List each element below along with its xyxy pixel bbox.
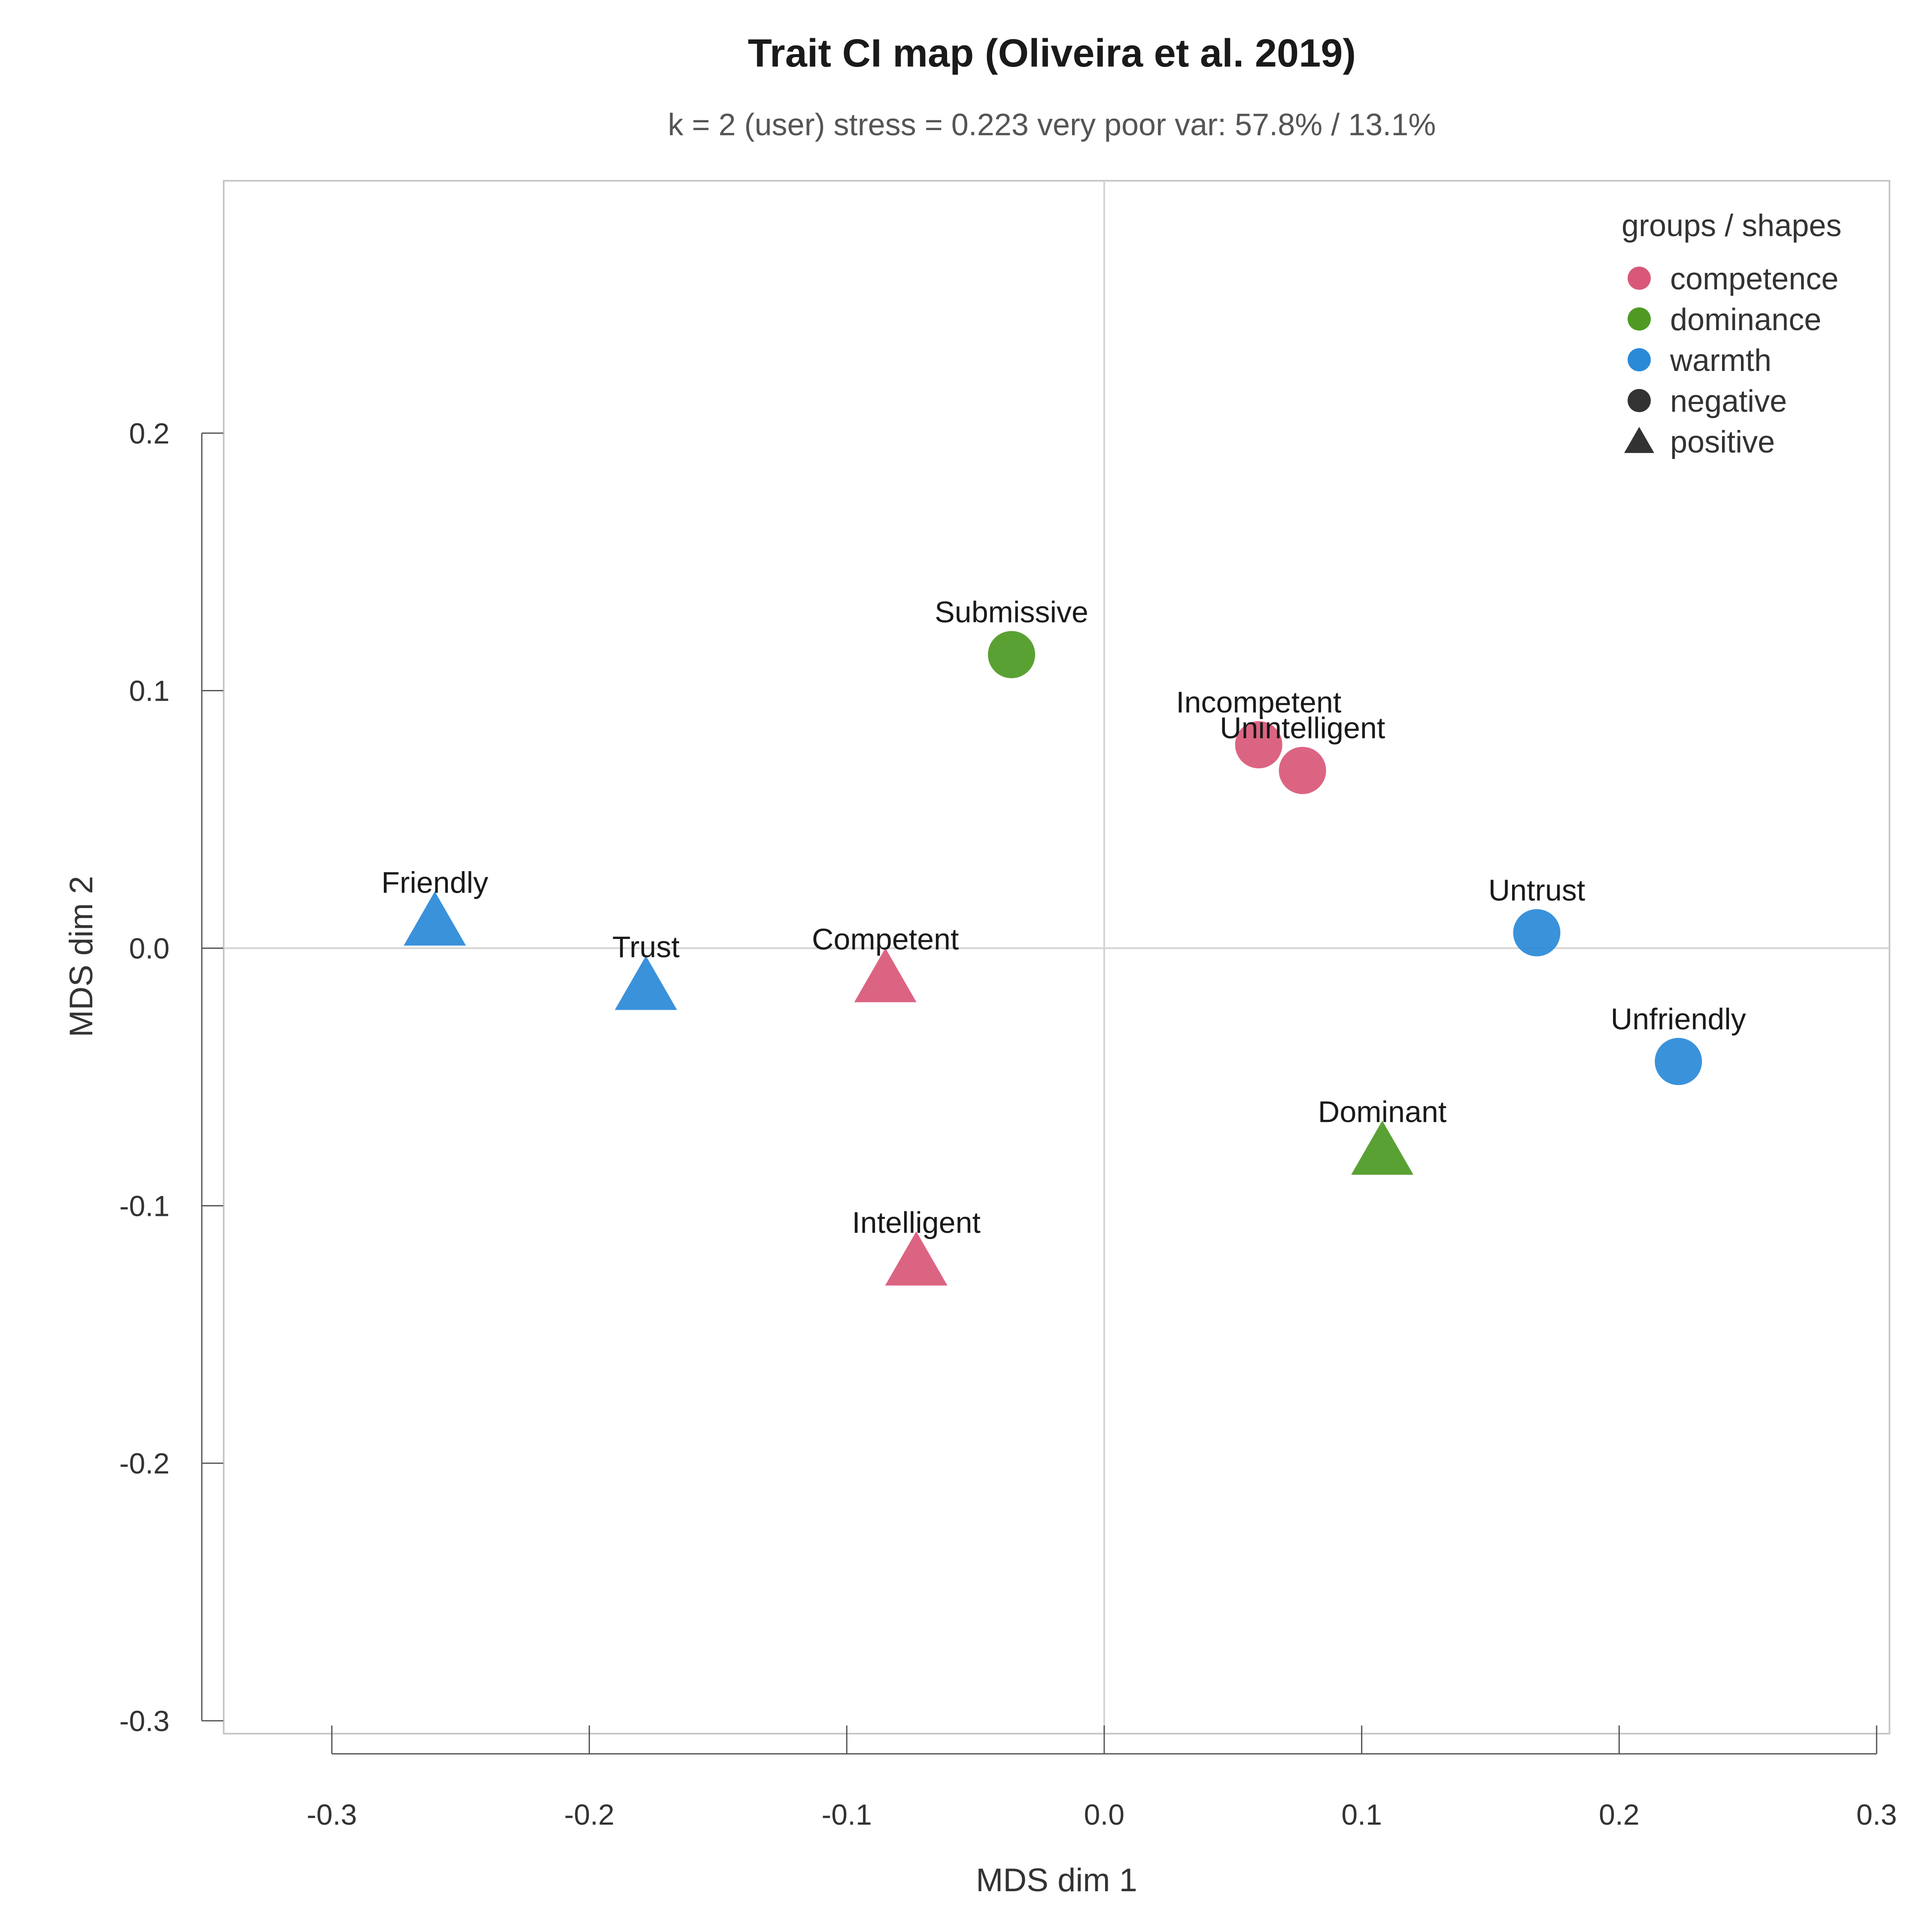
point-marker-dominant bbox=[1351, 1121, 1414, 1175]
point-label-submissive: Submissive bbox=[935, 595, 1088, 629]
x-tick-label: -0.3 bbox=[307, 1798, 357, 1831]
legend-label-dominance: dominance bbox=[1670, 303, 1821, 337]
legend-items: competence dominance warmth negative positiv… bbox=[1624, 262, 1838, 459]
point-label-intelligent: Intelligent bbox=[852, 1206, 981, 1239]
legend-title: groups / shapes bbox=[1622, 209, 1841, 243]
point-label-competent: Competent bbox=[812, 922, 959, 956]
legend-key-positive bbox=[1624, 427, 1654, 453]
y-tick-label: 0.2 bbox=[129, 417, 170, 450]
point-marker-trust bbox=[614, 956, 677, 1010]
point-marker-competent bbox=[854, 948, 917, 1002]
legend-key-dominance bbox=[1628, 307, 1651, 331]
legend-key-competence bbox=[1628, 267, 1651, 290]
point-label-friendly: Friendly bbox=[381, 866, 488, 899]
x-tick-label: -0.1 bbox=[822, 1798, 872, 1831]
point-label-unintelligent: Unintelligent bbox=[1220, 711, 1385, 745]
point-label-trust: Trust bbox=[612, 930, 680, 963]
point-marker-submissive bbox=[988, 631, 1036, 678]
x-tick-label: 0.2 bbox=[1599, 1798, 1640, 1831]
y-axis-label: MDS dim 2 bbox=[63, 876, 100, 1037]
y-tick-label: -0.3 bbox=[119, 1705, 170, 1738]
point-marker-unintelligent bbox=[1279, 747, 1326, 794]
x-tick-label: 0.3 bbox=[1856, 1798, 1897, 1831]
x-axis: -0.3 -0.2 -0.1 0.0 0.1 0.2 0.3 bbox=[307, 1725, 1897, 1831]
x-axis-label: MDS dim 1 bbox=[976, 1862, 1137, 1899]
y-tick-label: -0.1 bbox=[119, 1190, 170, 1222]
y-axis: -0.3 -0.2 -0.1 0.0 0.1 0.2 bbox=[119, 417, 223, 1738]
legend-key-negative bbox=[1628, 389, 1651, 412]
point-label-dominant: Dominant bbox=[1318, 1095, 1447, 1128]
x-tick-label: 0.0 bbox=[1084, 1798, 1125, 1831]
point-marker-intelligent bbox=[885, 1231, 948, 1286]
x-tick-label: 0.1 bbox=[1341, 1798, 1382, 1831]
y-tick-label: 0.1 bbox=[129, 675, 170, 708]
point-label-incompetent: Incompetent bbox=[1176, 686, 1341, 719]
legend-label-warmth: warmth bbox=[1670, 343, 1771, 378]
point-marker-unfriendly bbox=[1655, 1038, 1702, 1085]
point-marker-untrust bbox=[1513, 909, 1561, 957]
point-label-untrust: Untrust bbox=[1488, 874, 1586, 907]
x-tick-label: -0.2 bbox=[564, 1798, 614, 1831]
y-tick-label: -0.2 bbox=[119, 1447, 170, 1480]
chart-subtitle: k = 2 (user) stress = 0.223 very poor va… bbox=[668, 108, 1436, 142]
y-tick-label: 0.0 bbox=[129, 933, 170, 965]
legend-label-positive: positive bbox=[1670, 425, 1775, 459]
plot-panel-border bbox=[223, 180, 1890, 1735]
legend-label-negative: negative bbox=[1670, 384, 1787, 419]
legend-label-competence: competence bbox=[1670, 262, 1838, 296]
legend: groups / shapes competence dominance warmt… bbox=[1622, 209, 1841, 459]
point-marker-friendly bbox=[404, 891, 466, 946]
reference-lines bbox=[224, 181, 1889, 1734]
point-label-unfriendly: Unfriendly bbox=[1611, 1002, 1746, 1036]
legend-key-warmth bbox=[1628, 348, 1651, 371]
point-marker-incompetent bbox=[1235, 721, 1282, 769]
chart-title: Trait CI map (Oliveira et al. 2019) bbox=[748, 31, 1356, 75]
